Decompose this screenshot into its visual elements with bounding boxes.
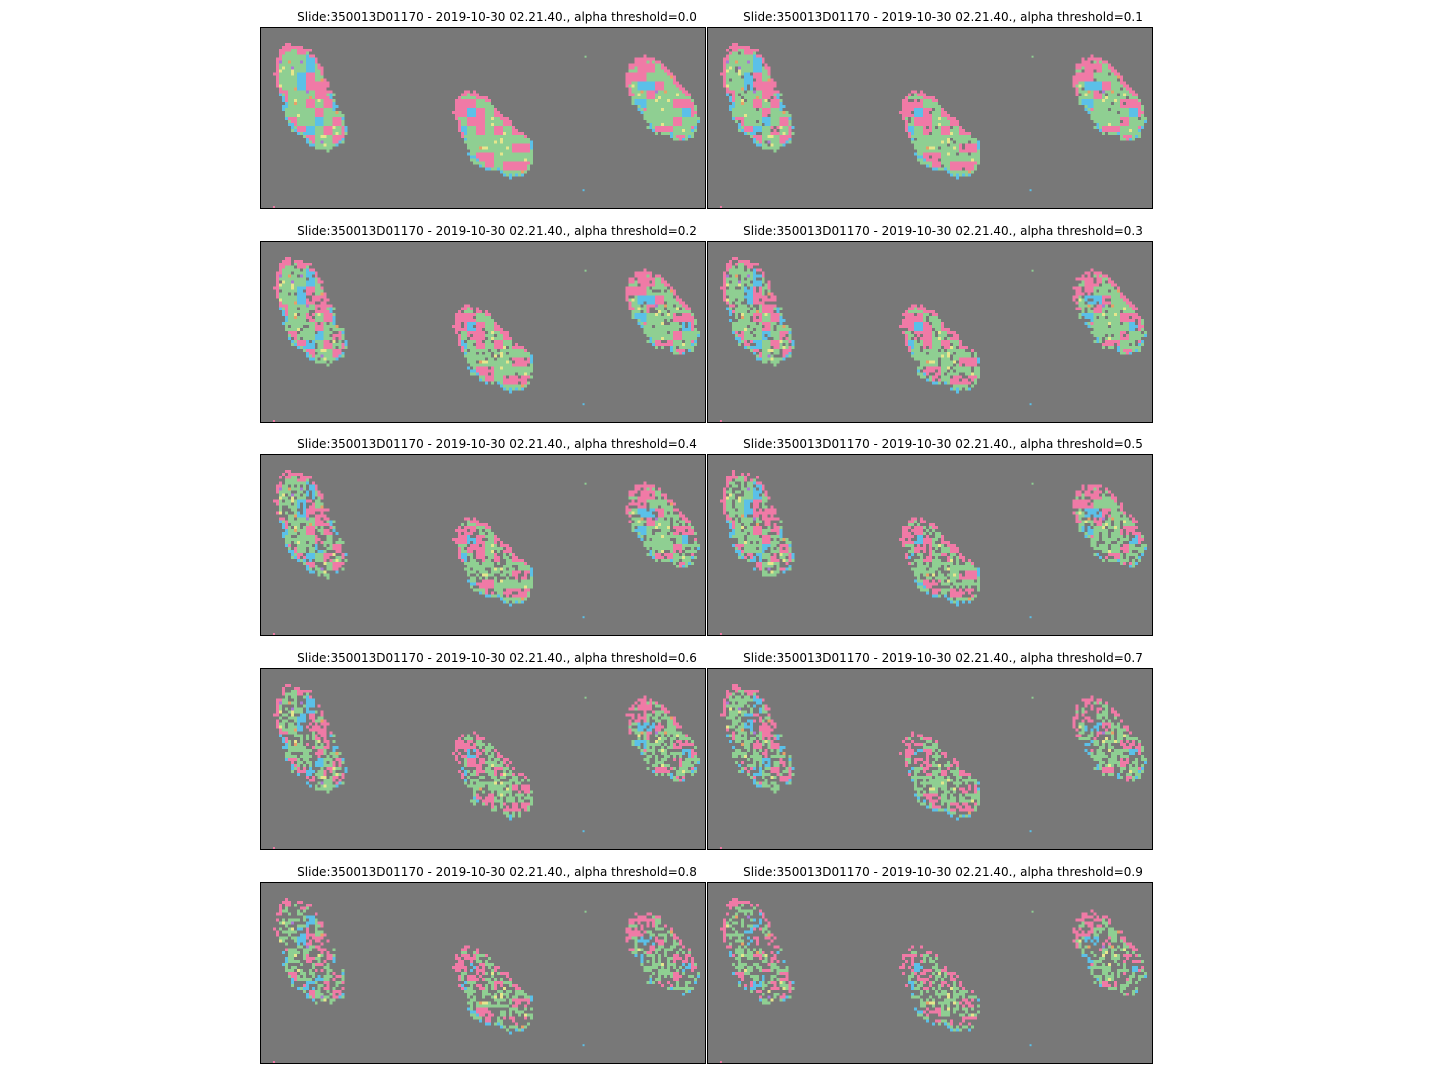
tissue-heatmap — [708, 28, 1152, 208]
tissue-map-panel-0 — [260, 27, 706, 209]
panel-title-7: Slide:350013D01170 - 2019-10-30 02.21.40… — [743, 651, 1143, 665]
tissue-map-panel-3 — [707, 241, 1153, 423]
panel-title-5: Slide:350013D01170 - 2019-10-30 02.21.40… — [743, 437, 1143, 451]
tissue-map-panel-2 — [260, 241, 706, 423]
panel-title-3: Slide:350013D01170 - 2019-10-30 02.21.40… — [743, 224, 1143, 238]
tissue-heatmap — [708, 455, 1152, 635]
panel-title-1: Slide:350013D01170 - 2019-10-30 02.21.40… — [743, 10, 1143, 24]
panel-title-0: Slide:350013D01170 - 2019-10-30 02.21.40… — [297, 10, 697, 24]
tissue-heatmap — [261, 242, 705, 422]
panel-title-6: Slide:350013D01170 - 2019-10-30 02.21.40… — [297, 651, 697, 665]
tissue-heatmap — [261, 883, 705, 1063]
panel-title-9: Slide:350013D01170 - 2019-10-30 02.21.40… — [743, 865, 1143, 879]
tissue-heatmap — [708, 883, 1152, 1063]
tissue-map-panel-6 — [260, 668, 706, 850]
tissue-map-panel-9 — [707, 882, 1153, 1064]
tissue-heatmap — [261, 669, 705, 849]
panel-title-8: Slide:350013D01170 - 2019-10-30 02.21.40… — [297, 865, 697, 879]
tissue-map-panel-7 — [707, 668, 1153, 850]
tissue-heatmap — [261, 455, 705, 635]
tissue-heatmap — [261, 28, 705, 208]
tissue-heatmap — [708, 242, 1152, 422]
panel-title-2: Slide:350013D01170 - 2019-10-30 02.21.40… — [297, 224, 697, 238]
tissue-map-panel-8 — [260, 882, 706, 1064]
tissue-map-panel-4 — [260, 454, 706, 636]
tissue-map-panel-5 — [707, 454, 1153, 636]
panel-title-4: Slide:350013D01170 - 2019-10-30 02.21.40… — [297, 437, 697, 451]
tissue-map-panel-1 — [707, 27, 1153, 209]
tissue-heatmap — [708, 669, 1152, 849]
